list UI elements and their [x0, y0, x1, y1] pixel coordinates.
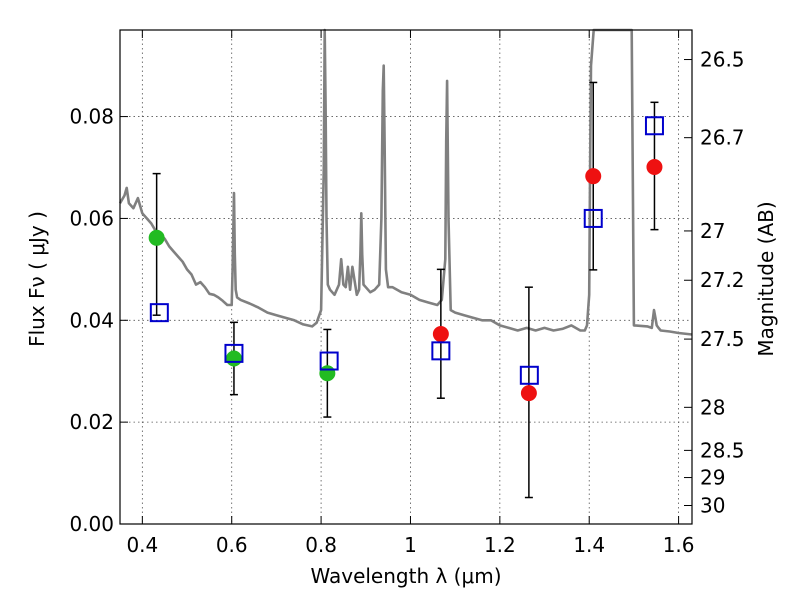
model-photometry-square	[319, 351, 339, 371]
x-tick-label: 1.4	[573, 533, 605, 557]
observed-point-red	[585, 168, 602, 185]
observed-point-green	[319, 365, 336, 382]
errorbar-layer	[152, 81, 659, 499]
observed-point-green	[225, 350, 242, 367]
y-tick-label: 0.08	[69, 105, 114, 129]
model-photometry-square	[431, 341, 451, 361]
model-photometry-square	[149, 303, 169, 323]
mag-tick-label: 27.5	[700, 327, 745, 351]
plot-frame	[119, 29, 693, 525]
x-tick-label: 0.8	[305, 533, 337, 557]
y-tick-label: 0.02	[69, 410, 114, 434]
x-tick-label: 0.4	[126, 533, 158, 557]
mag-tick-label: 26.7	[700, 126, 745, 150]
model-photometry-square	[644, 116, 664, 136]
observed-point-red	[520, 385, 537, 402]
y-tick-label: 0.06	[69, 206, 114, 230]
mag-tick-label: 29	[700, 466, 725, 490]
x-axis-label: Wavelength λ (μm)	[310, 564, 501, 588]
mag-tick-label: 28	[700, 395, 725, 419]
observed-point-red	[646, 158, 663, 175]
sed-model-line	[118, 28, 693, 336]
mag-tick-label: 27	[700, 219, 725, 243]
sed-layer	[118, 28, 693, 336]
model-photometry-square	[583, 208, 603, 228]
model-photometry-square	[224, 343, 244, 363]
model-photometry-square	[519, 365, 539, 385]
mag-tick-label: 26.5	[700, 48, 745, 72]
mag-tick-label: 28.5	[700, 438, 745, 462]
mag-tick-label: 30	[700, 494, 725, 518]
point-layer	[148, 116, 664, 402]
grid-lines	[120, 30, 692, 525]
x-tick-label: 1	[404, 533, 417, 557]
observed-point-green	[148, 229, 165, 246]
x-tick-label: 0.6	[216, 533, 248, 557]
y-axis-label: Flux Fν ( μJy )	[25, 211, 49, 347]
observed-point-red	[432, 326, 449, 343]
mag-tick-label: 27.2	[700, 268, 745, 292]
y-tick-label: 0.04	[69, 308, 114, 332]
tick-layer: 0.4 0.6 0.8 1 1.2 1.4 1.6 0.00 0.02 0.04 0.06 0.08 2…	[69, 30, 745, 557]
x-tick-label: 1.6	[663, 533, 695, 557]
x-tick-label: 1.2	[484, 533, 516, 557]
y2-axis-label: Magnitude (AB)	[754, 201, 778, 356]
y-tick-label: 0.00	[69, 512, 114, 536]
